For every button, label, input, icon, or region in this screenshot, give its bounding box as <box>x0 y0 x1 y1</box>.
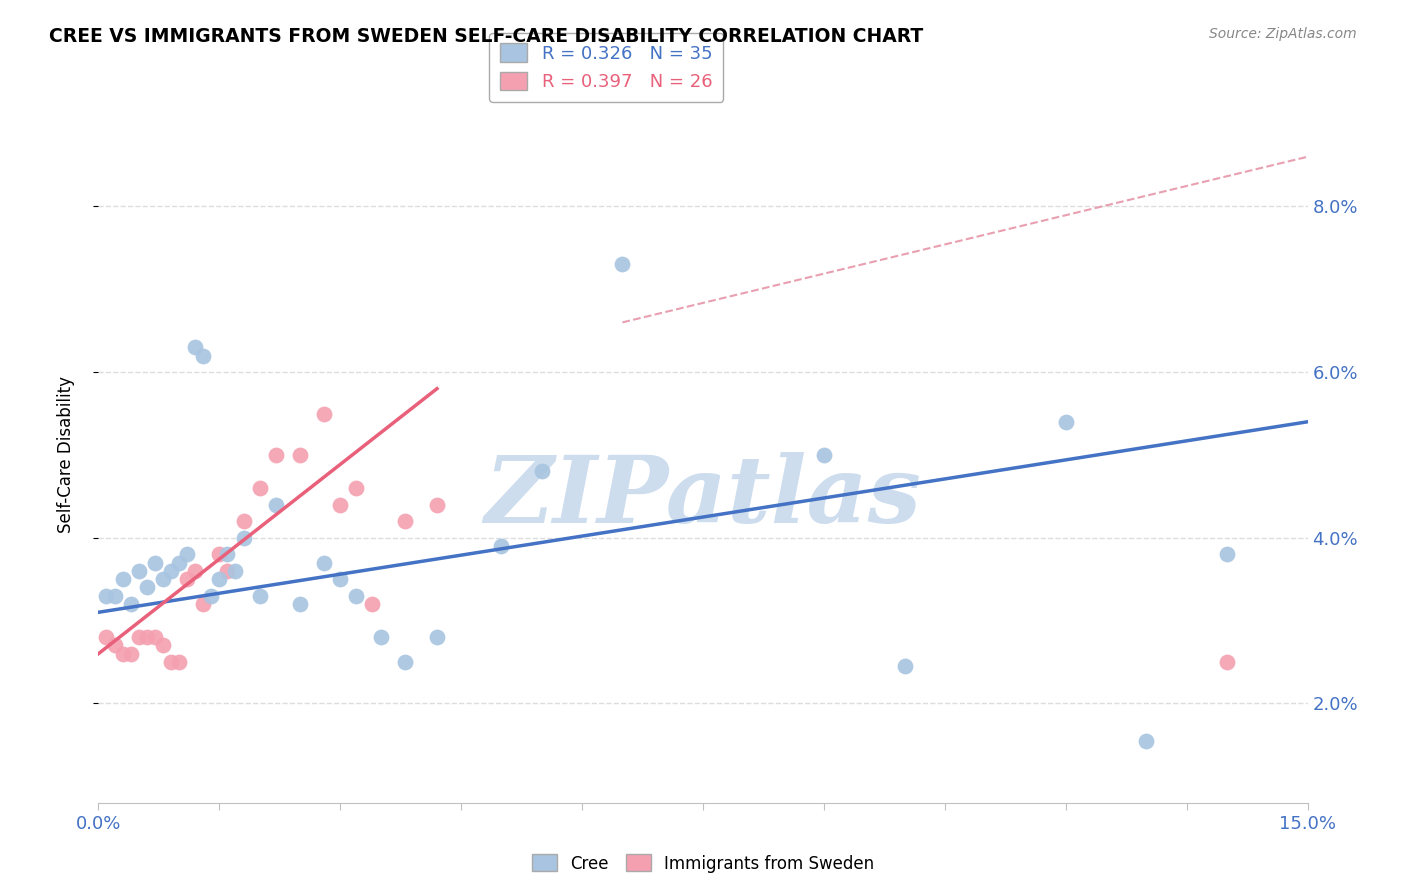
Point <box>264 498 287 512</box>
Point <box>329 498 352 512</box>
Point <box>143 630 166 644</box>
Point <box>249 481 271 495</box>
Point <box>394 514 416 528</box>
Point <box>288 448 311 462</box>
Point <box>111 647 134 661</box>
Point <box>1054 415 1077 429</box>
Point <box>160 655 183 669</box>
Point <box>1216 547 1239 561</box>
Point <box>184 564 207 578</box>
Point <box>167 655 190 669</box>
Point <box>135 630 157 644</box>
Point <box>314 407 336 421</box>
Point <box>200 589 222 603</box>
Point <box>176 547 198 561</box>
Point <box>893 659 915 673</box>
Point <box>217 547 239 561</box>
Point <box>208 547 231 561</box>
Point <box>143 556 166 570</box>
Point <box>232 514 254 528</box>
Legend: R = 0.326   N = 35, R = 0.397   N = 26: R = 0.326 N = 35, R = 0.397 N = 26 <box>489 33 723 102</box>
Point <box>128 564 150 578</box>
Point <box>152 572 174 586</box>
Point <box>96 589 118 603</box>
Point <box>184 340 207 354</box>
Point <box>217 564 239 578</box>
Point <box>193 349 215 363</box>
Point <box>612 257 634 271</box>
Point <box>120 597 142 611</box>
Point <box>530 465 553 479</box>
Point <box>314 556 336 570</box>
Point <box>329 572 352 586</box>
Point <box>208 572 231 586</box>
Point <box>160 564 183 578</box>
Point <box>152 639 174 653</box>
Point <box>103 589 125 603</box>
Point <box>193 597 215 611</box>
Point <box>370 630 392 644</box>
Point <box>426 498 449 512</box>
Point <box>394 655 416 669</box>
Point <box>167 556 190 570</box>
Legend: Cree, Immigrants from Sweden: Cree, Immigrants from Sweden <box>526 847 880 880</box>
Point <box>361 597 384 611</box>
Text: ZIPatlas: ZIPatlas <box>485 451 921 541</box>
Y-axis label: Self-Care Disability: Self-Care Disability <box>56 376 75 533</box>
Point <box>344 481 367 495</box>
Point <box>176 572 198 586</box>
Point <box>128 630 150 644</box>
Point <box>426 630 449 644</box>
Text: CREE VS IMMIGRANTS FROM SWEDEN SELF-CARE DISABILITY CORRELATION CHART: CREE VS IMMIGRANTS FROM SWEDEN SELF-CARE… <box>49 27 924 45</box>
Point <box>96 630 118 644</box>
Point <box>1216 655 1239 669</box>
Point <box>813 448 835 462</box>
Point <box>264 448 287 462</box>
Point <box>103 639 125 653</box>
Point <box>344 589 367 603</box>
Point <box>288 597 311 611</box>
Point <box>491 539 513 553</box>
Text: Source: ZipAtlas.com: Source: ZipAtlas.com <box>1209 27 1357 41</box>
Point <box>120 647 142 661</box>
Point <box>135 581 157 595</box>
Point <box>1135 733 1157 747</box>
Point <box>232 531 254 545</box>
Point <box>111 572 134 586</box>
Point <box>224 564 246 578</box>
Point <box>249 589 271 603</box>
